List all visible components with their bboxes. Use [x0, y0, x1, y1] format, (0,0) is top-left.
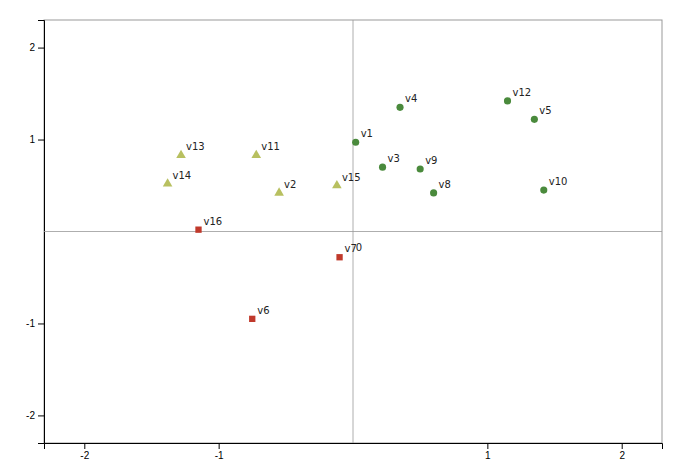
y-axis: -2 -1 1 2	[26, 21, 44, 444]
point	[274, 187, 284, 195]
point	[531, 116, 538, 123]
tick-label: 1	[485, 450, 491, 461]
tick-label: 1	[29, 134, 35, 145]
tick-mark	[38, 48, 44, 49]
tick-label: -2	[80, 450, 89, 461]
tick-mark	[219, 443, 220, 449]
point-label: v11	[261, 141, 280, 152]
point-label: v8	[439, 179, 451, 190]
point	[332, 180, 342, 188]
data-layer	[44, 20, 662, 443]
axis-line	[45, 444, 663, 450]
point	[195, 226, 201, 232]
point	[396, 104, 403, 111]
point	[251, 150, 261, 158]
tick: 2	[619, 443, 625, 461]
point	[504, 97, 511, 104]
point-label: v9	[425, 155, 437, 166]
point-label: v15	[342, 172, 361, 183]
point-label: v1	[361, 128, 373, 139]
point-label: v12	[513, 87, 532, 98]
axis-line	[38, 21, 45, 444]
tick-mark	[622, 443, 623, 449]
point-label: v6	[257, 305, 269, 316]
zero-line-v	[353, 20, 354, 443]
tick: 1	[485, 443, 491, 461]
tick: 2	[29, 42, 44, 53]
plot-frame	[44, 20, 662, 443]
tick-mark	[38, 415, 44, 416]
tick-mark	[84, 443, 85, 449]
point	[417, 165, 424, 172]
tick: -1	[26, 318, 44, 329]
point	[249, 316, 255, 322]
point-label: v13	[186, 141, 205, 152]
point-label: v2	[284, 179, 296, 190]
tick-mark	[38, 140, 44, 141]
tick: -1	[215, 443, 224, 461]
plot: -2 -1 1 2 -2 -1 1 2 v1 v3 v4 v5 v8 v9 v10 v12 v2 v11 v13 v1…	[26, 20, 662, 461]
point	[336, 254, 342, 260]
tick-label: -1	[215, 450, 224, 461]
point	[430, 189, 437, 196]
tick-label: -2	[26, 410, 35, 421]
point-label: v14	[173, 170, 192, 181]
point-label: v10	[549, 176, 568, 187]
annotation: 0	[356, 242, 362, 253]
point	[540, 187, 547, 194]
chart: -2 -1 1 2 -2 -1 1 2 v1 v3 v4 v5 v8 v9 v10 v12 v2 v11 v13 v1…	[0, 0, 686, 475]
tick: -2	[26, 410, 44, 421]
point	[176, 150, 186, 158]
tick-label: -1	[26, 318, 35, 329]
point-label: v4	[405, 93, 417, 104]
point	[379, 164, 386, 171]
point-label: v16	[204, 216, 223, 227]
tick-label: 2	[619, 450, 625, 461]
tick-label: 2	[29, 42, 35, 53]
labels: v1v3v4v5v8v9v10v12v2v11v13v14v15v6v7v160	[173, 87, 568, 316]
tick-mark	[38, 323, 44, 324]
point-label: v3	[388, 153, 400, 164]
tick-mark	[487, 443, 488, 449]
point-label: v5	[539, 105, 551, 116]
tick: -2	[80, 443, 89, 461]
tick: 1	[29, 134, 44, 145]
point	[352, 139, 359, 146]
point	[163, 178, 173, 186]
x-axis: -2 -1 1 2	[45, 443, 663, 461]
